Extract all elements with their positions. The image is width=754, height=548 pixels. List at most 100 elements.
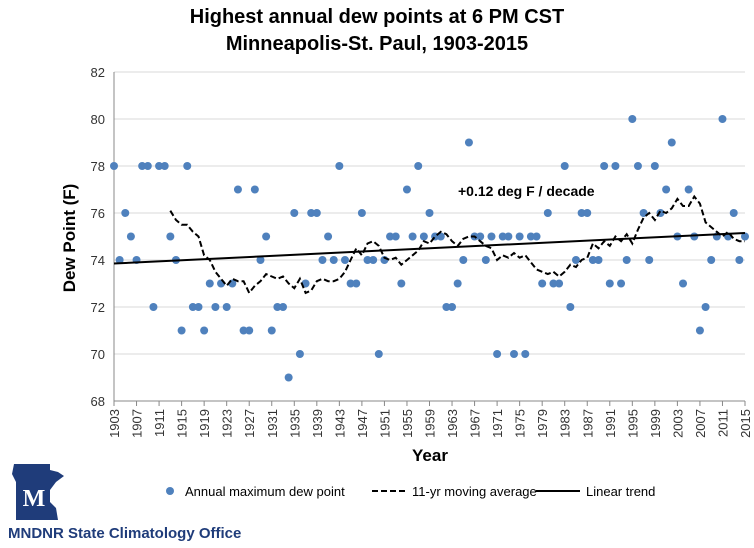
data-point bbox=[200, 326, 209, 335]
data-point bbox=[335, 162, 344, 170]
x-tick-label: 1911 bbox=[152, 409, 167, 437]
data-point bbox=[340, 256, 349, 264]
data-point bbox=[566, 303, 575, 311]
data-point bbox=[588, 256, 597, 264]
data-point bbox=[307, 209, 316, 217]
legend-label: 11-yr moving average bbox=[412, 484, 537, 499]
chart-subtitle: Minneapolis-St. Paul, 1903-2015 bbox=[225, 33, 529, 55]
data-point bbox=[194, 303, 203, 311]
data-point bbox=[121, 209, 130, 217]
data-point bbox=[605, 279, 614, 288]
data-point bbox=[617, 279, 626, 288]
data-point bbox=[402, 185, 411, 194]
data-point bbox=[222, 303, 231, 311]
x-tick-label: 1927 bbox=[242, 409, 257, 438]
x-tick-label: 1979 bbox=[535, 409, 550, 438]
y-tick-label: 70 bbox=[91, 347, 105, 362]
data-point bbox=[329, 256, 338, 264]
y-tick-label: 72 bbox=[91, 300, 105, 315]
y-axis-ticks: 68 70 72 74 76 78 80 82 bbox=[91, 65, 105, 409]
organization-name: MNDNR State Climatology Office bbox=[8, 525, 242, 542]
data-point bbox=[498, 232, 507, 241]
data-point bbox=[188, 303, 197, 311]
data-point bbox=[577, 209, 586, 217]
x-tick-label: 1983 bbox=[558, 409, 573, 438]
data-point bbox=[560, 162, 569, 170]
data-point bbox=[611, 162, 620, 170]
data-point bbox=[279, 303, 288, 311]
data-point bbox=[707, 256, 716, 264]
legend-label: Linear trend bbox=[586, 484, 655, 499]
y-tick-label: 82 bbox=[91, 65, 105, 80]
x-axis-label: Year bbox=[412, 446, 448, 465]
data-point bbox=[684, 185, 693, 194]
data-point bbox=[448, 303, 457, 311]
legend: Annual maximum dew point 11-yr moving ave… bbox=[166, 484, 655, 499]
data-point bbox=[233, 185, 242, 194]
x-tick-label: 1999 bbox=[648, 409, 663, 438]
y-tick-label: 68 bbox=[91, 394, 105, 409]
x-tick-label: 1963 bbox=[445, 409, 460, 438]
data-point bbox=[600, 162, 609, 170]
data-point bbox=[284, 373, 293, 382]
data-point bbox=[583, 209, 592, 217]
data-point bbox=[628, 115, 637, 123]
data-point bbox=[391, 232, 400, 241]
data-point bbox=[256, 256, 265, 264]
x-tick-label: 1967 bbox=[468, 409, 483, 438]
y-tick-label: 80 bbox=[91, 112, 105, 127]
data-point bbox=[149, 303, 158, 311]
data-point bbox=[143, 162, 152, 170]
data-point bbox=[183, 162, 192, 170]
data-point bbox=[526, 232, 535, 241]
data-point bbox=[538, 279, 547, 288]
data-point bbox=[245, 326, 254, 335]
data-point bbox=[110, 162, 118, 170]
x-tick-label: 1915 bbox=[175, 409, 190, 438]
x-tick-label: 1907 bbox=[130, 409, 145, 438]
x-tick-label: 1939 bbox=[310, 409, 325, 438]
data-point bbox=[701, 303, 710, 311]
data-point bbox=[352, 279, 361, 288]
trend-annotation: +0.12 deg F / decade bbox=[458, 183, 595, 199]
data-point bbox=[138, 162, 147, 170]
data-point bbox=[374, 350, 383, 358]
x-tick-label: 1959 bbox=[423, 409, 438, 438]
data-point bbox=[177, 326, 186, 335]
x-tick-label: 1947 bbox=[355, 409, 370, 438]
x-tick-label: 1931 bbox=[265, 409, 280, 438]
data-point bbox=[273, 303, 282, 311]
data-point bbox=[718, 115, 727, 123]
logo-letter: M bbox=[23, 486, 46, 512]
data-point bbox=[414, 162, 423, 170]
data-point bbox=[741, 232, 749, 241]
data-point bbox=[662, 185, 671, 194]
data-point bbox=[645, 256, 654, 264]
y-tick-label: 76 bbox=[91, 206, 105, 221]
x-tick-label: 1987 bbox=[580, 409, 595, 438]
x-tick-label: 1923 bbox=[220, 409, 235, 438]
data-point bbox=[155, 162, 164, 170]
data-point bbox=[622, 256, 631, 264]
data-point bbox=[419, 232, 428, 241]
data-point bbox=[549, 279, 558, 288]
data-point bbox=[250, 185, 259, 194]
x-tick-label: 2011 bbox=[715, 409, 730, 437]
data-point bbox=[166, 232, 175, 241]
data-point bbox=[464, 138, 473, 147]
data-point bbox=[211, 303, 220, 311]
data-point bbox=[532, 232, 541, 241]
data-point bbox=[504, 232, 513, 241]
y-tick-label: 74 bbox=[91, 253, 105, 268]
data-point bbox=[324, 232, 333, 241]
data-point bbox=[239, 326, 248, 335]
x-tick-label: 1943 bbox=[332, 409, 347, 438]
data-point bbox=[729, 209, 738, 217]
data-point bbox=[115, 256, 124, 264]
data-point bbox=[481, 256, 490, 264]
series-lines bbox=[113, 194, 746, 295]
data-point bbox=[408, 232, 417, 241]
data-point bbox=[667, 138, 676, 147]
x-axis-ticks: 1903 1907 1911 1915 1919 1923 1927 1931 1935 1939… bbox=[107, 401, 753, 438]
